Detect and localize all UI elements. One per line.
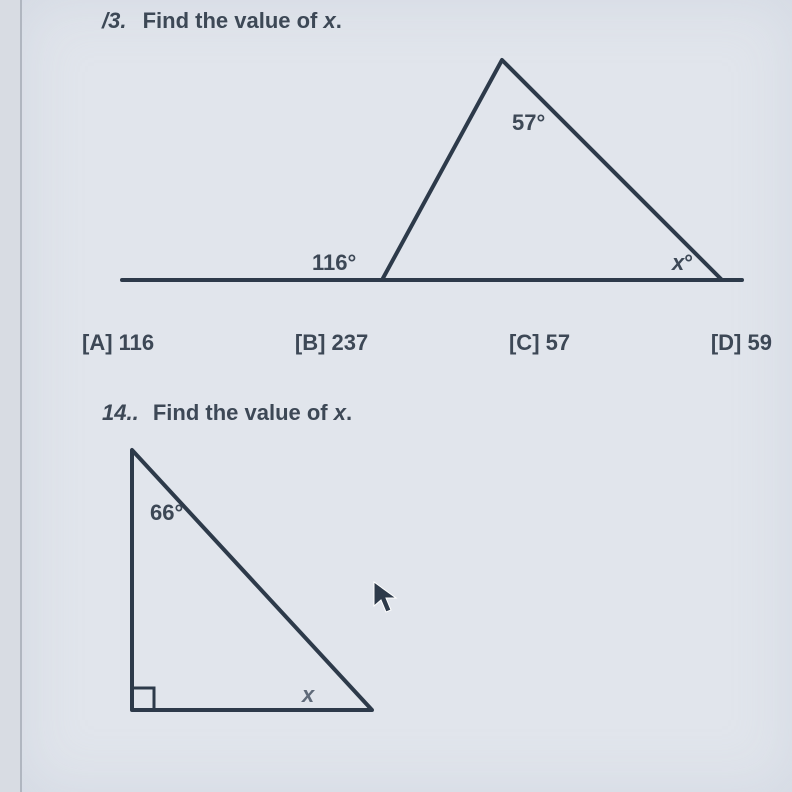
q13-choice-c[interactable]: [C] 57 <box>509 330 570 356</box>
q13-base-angle-x: x <box>671 250 685 275</box>
q13-diagram: 116° 57° x° <box>82 40 782 300</box>
q13-choice-d[interactable]: [D] 59 <box>711 330 772 356</box>
q13-prompt-var: x <box>324 8 336 33</box>
q14-prompt-period: . <box>346 400 352 425</box>
q13-base-angle-deg: ° <box>684 250 693 275</box>
q13-apex-angle-label: 57° <box>512 110 545 135</box>
q13-choices: [A] 116 [B] 237 [C] 57 [D] 59 <box>82 330 772 356</box>
q14-base-var-label: x <box>301 682 315 707</box>
q13-triangle <box>382 60 722 280</box>
cursor-icon <box>372 580 400 616</box>
q13-prompt-text: Find the value of <box>143 8 324 33</box>
q13-base-angle-label: x° <box>671 250 693 275</box>
q13-exterior-angle-label: 116° <box>312 250 356 275</box>
q13-choice-a[interactable]: [A] 116 <box>82 330 154 356</box>
q14-prompt-text: Find the value of <box>153 400 334 425</box>
q14-top-angle-label: 66° <box>150 500 183 525</box>
q14-right-angle-box <box>132 688 154 710</box>
q13-number: /3. Find the value of x. <box>102 8 342 34</box>
q13-prompt-period: . <box>336 8 342 33</box>
q14-number-label: 14.. <box>102 400 139 425</box>
q14-triangle <box>132 450 372 710</box>
q13-choice-b[interactable]: [B] 237 <box>295 330 368 356</box>
q14-prompt-var: x <box>334 400 346 425</box>
q13-number-label: /3. <box>102 8 126 33</box>
q14-number: 14.. Find the value of x. <box>102 400 352 426</box>
